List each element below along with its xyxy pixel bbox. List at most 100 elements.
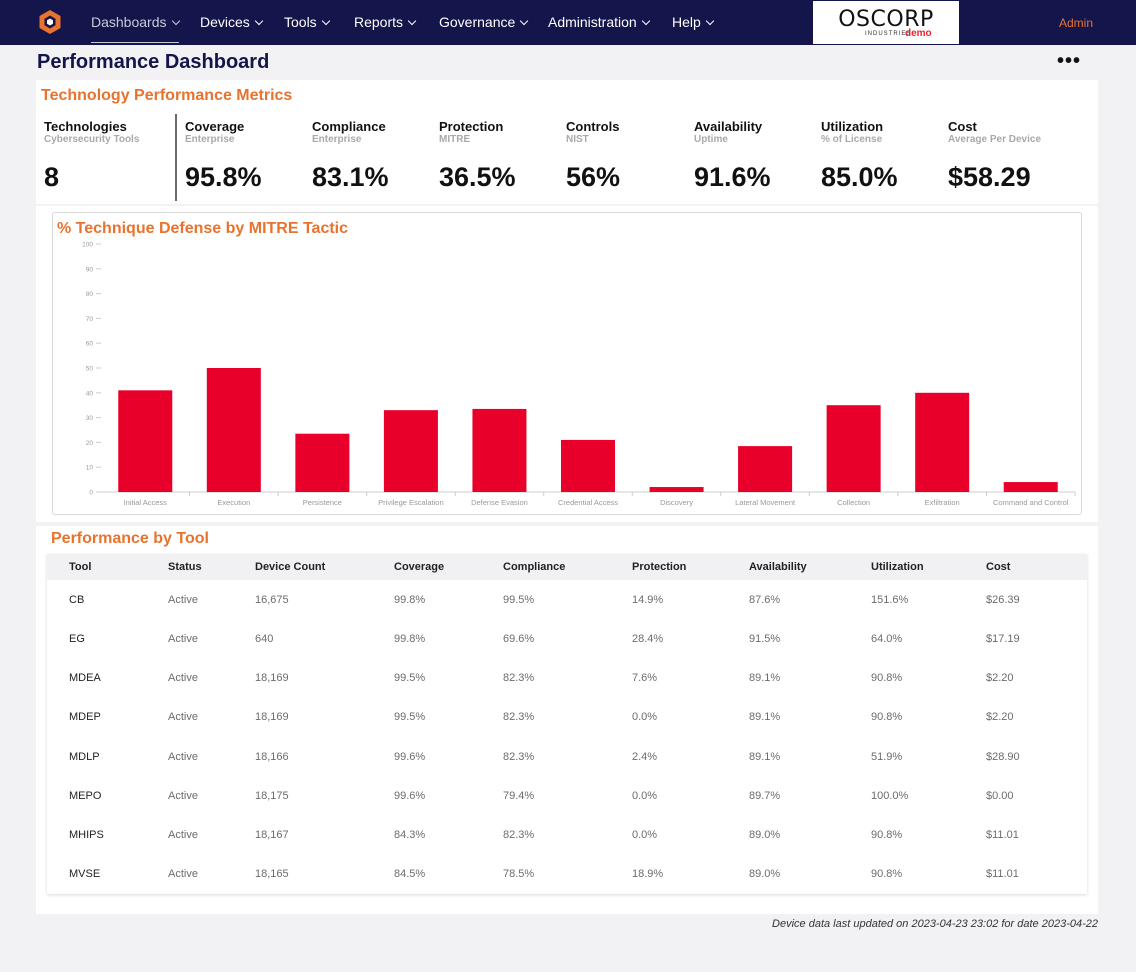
bar-exfiltration[interactable] — [915, 392, 970, 492]
top-navigation-bar: Dashboards Devices Tools Reports Governa… — [0, 0, 1136, 45]
column-header-compliance[interactable]: Compliance — [503, 561, 566, 573]
table-row[interactable]: MDLP Active 18,166 99.6% 82.3% 2.4% 89.1… — [47, 737, 1087, 776]
cell-protection: 0.0% — [632, 789, 658, 802]
x-tick-label: Exfiltration — [925, 498, 960, 507]
chevron-down-icon — [520, 16, 529, 26]
cell-cost: $28.90 — [986, 750, 1020, 763]
mitre-tactic-bar-chart: 0 10 20 30 40 50 60 70 80 90 100 Initial Access Exec… — [82, 242, 1076, 507]
cell-compliance: 69.6% — [503, 632, 535, 645]
cell-status: Active — [168, 789, 198, 802]
cell-coverage: 99.8% — [394, 632, 426, 645]
cell-cost: $26.39 — [986, 593, 1020, 606]
active-nav-underline — [91, 42, 179, 43]
bar-initial-access[interactable] — [118, 390, 173, 492]
cell-coverage: 99.6% — [394, 789, 426, 802]
nav-reports[interactable]: Reports — [354, 0, 417, 45]
hexagon-logo-icon[interactable] — [37, 9, 63, 35]
metric-compliance: Compliance Enterprise 83.1% — [312, 120, 389, 193]
column-header-coverage[interactable]: Coverage — [394, 561, 445, 573]
chevron-down-icon — [321, 16, 330, 26]
metric-label: Protection — [439, 119, 504, 134]
cell-availability: 89.1% — [749, 711, 781, 724]
column-header-tool[interactable]: Tool — [69, 561, 92, 573]
cell-protection: 18.9% — [632, 868, 664, 881]
metrics-section-title: Technology Performance Metrics — [41, 87, 293, 104]
cell-availability: 89.1% — [749, 750, 781, 763]
nav-help[interactable]: Help — [672, 0, 715, 45]
bar-lateral-movement[interactable] — [738, 446, 793, 492]
tools-table: Tool Status Device Count Coverage Compli… — [47, 554, 1087, 894]
table-row[interactable]: MDEA Active 18,169 99.5% 82.3% 7.6% 89.1… — [47, 659, 1087, 698]
table-row[interactable]: CB Active 16,675 99.8% 99.5% 14.9% 87.6%… — [47, 580, 1087, 619]
y-tick-label: 50 — [86, 366, 94, 373]
more-options-icon[interactable]: ••• — [1057, 50, 1082, 72]
column-header-utilization[interactable]: Utilization — [871, 561, 924, 573]
metric-cost: Cost Average Per Device $58.29 — [948, 120, 1041, 193]
bar-discovery[interactable] — [649, 487, 704, 492]
bar-privilege-escalation[interactable] — [383, 410, 438, 492]
cell-compliance: 82.3% — [503, 750, 535, 763]
cell-cost: $11.01 — [986, 868, 1019, 881]
cell-availability: 89.0% — [749, 829, 781, 842]
metric-value: 83.1% — [312, 162, 389, 192]
chevron-down-icon — [641, 16, 650, 26]
bar-persistence[interactable] — [295, 433, 350, 492]
cell-protection: 0.0% — [632, 829, 658, 842]
cell-protection: 2.4% — [632, 750, 658, 763]
nav-devices[interactable]: Devices — [200, 0, 264, 45]
cell-compliance: 99.5% — [503, 593, 535, 606]
nav-tools[interactable]: Tools — [284, 0, 330, 45]
column-header-status[interactable]: Status — [168, 561, 202, 573]
table-row[interactable]: EG Active 640 99.8% 69.6% 28.4% 91.5% 64… — [47, 619, 1087, 658]
metric-sub: % of License — [821, 134, 883, 145]
y-tick-label: 70 — [86, 316, 94, 323]
table-row[interactable]: MVSE Active 18,165 84.5% 78.5% 18.9% 89.… — [47, 855, 1087, 894]
table-row[interactable]: MHIPS Active 18,167 84.3% 82.3% 0.0% 89.… — [47, 816, 1087, 855]
nav-dashboards-label: Dashboards — [91, 14, 167, 30]
cell-tool: EG — [69, 632, 85, 645]
user-menu-admin[interactable]: Admin — [1058, 16, 1093, 30]
bar-execution[interactable] — [206, 368, 261, 492]
cell-utilization: 100.0% — [871, 789, 909, 802]
metric-value: 8 — [44, 162, 60, 192]
cell-utilization: 90.8% — [871, 672, 903, 685]
column-header-protection[interactable]: Protection — [632, 561, 687, 573]
data-updated-note: Device data last updated on 2023-04-23 2… — [772, 918, 1098, 930]
cell-availability: 91.5% — [749, 632, 781, 645]
cell-status: Active — [168, 750, 198, 763]
metric-divider — [175, 114, 177, 201]
metric-value: 95.8% — [185, 162, 262, 192]
x-tick-label: Discovery — [660, 498, 693, 507]
table-row[interactable]: MEPO Active 18,175 99.6% 79.4% 0.0% 89.7… — [47, 776, 1087, 815]
column-header-cost[interactable]: Cost — [986, 561, 1011, 573]
cell-availability: 89.7% — [749, 789, 781, 802]
cell-availability: 87.6% — [749, 593, 781, 606]
bar-defense-evasion[interactable] — [472, 408, 527, 492]
nav-dashboards[interactable]: Dashboards — [91, 0, 180, 45]
bar-credential-access[interactable] — [560, 439, 616, 492]
bar-command-and-control[interactable] — [1003, 482, 1058, 492]
chevron-down-icon — [407, 16, 417, 26]
metric-availability: Availability Uptime 91.6% — [694, 120, 771, 193]
y-tick-label: 60 — [86, 341, 94, 348]
nav-governance-label: Governance — [439, 14, 516, 30]
table-row[interactable]: MDEP Active 18,169 99.5% 82.3% 0.0% 89.1… — [47, 698, 1087, 737]
metric-label: Technologies — [44, 119, 127, 134]
cell-cost: $17.19 — [986, 632, 1020, 645]
cell-protection: 7.6% — [632, 672, 658, 685]
cell-device-count: 18,175 — [255, 789, 289, 802]
metric-label: Controls — [566, 119, 620, 134]
nav-governance[interactable]: Governance — [439, 0, 529, 45]
cell-cost: $2.20 — [986, 711, 1014, 724]
nav-administration-label: Administration — [548, 14, 637, 30]
nav-administration[interactable]: Administration — [548, 0, 650, 45]
cell-device-count: 18,165 — [255, 868, 289, 881]
tools-section-title: Performance by Tool — [51, 530, 209, 547]
x-tick-label: Persistence — [303, 498, 342, 507]
bar-collection[interactable] — [826, 405, 881, 492]
column-header-availability[interactable]: Availability — [749, 561, 807, 573]
column-header-device-count[interactable]: Device Count — [255, 561, 326, 573]
y-tick-label: 80 — [86, 291, 94, 298]
chevron-down-icon — [171, 16, 180, 26]
cell-compliance: 82.3% — [503, 829, 535, 842]
